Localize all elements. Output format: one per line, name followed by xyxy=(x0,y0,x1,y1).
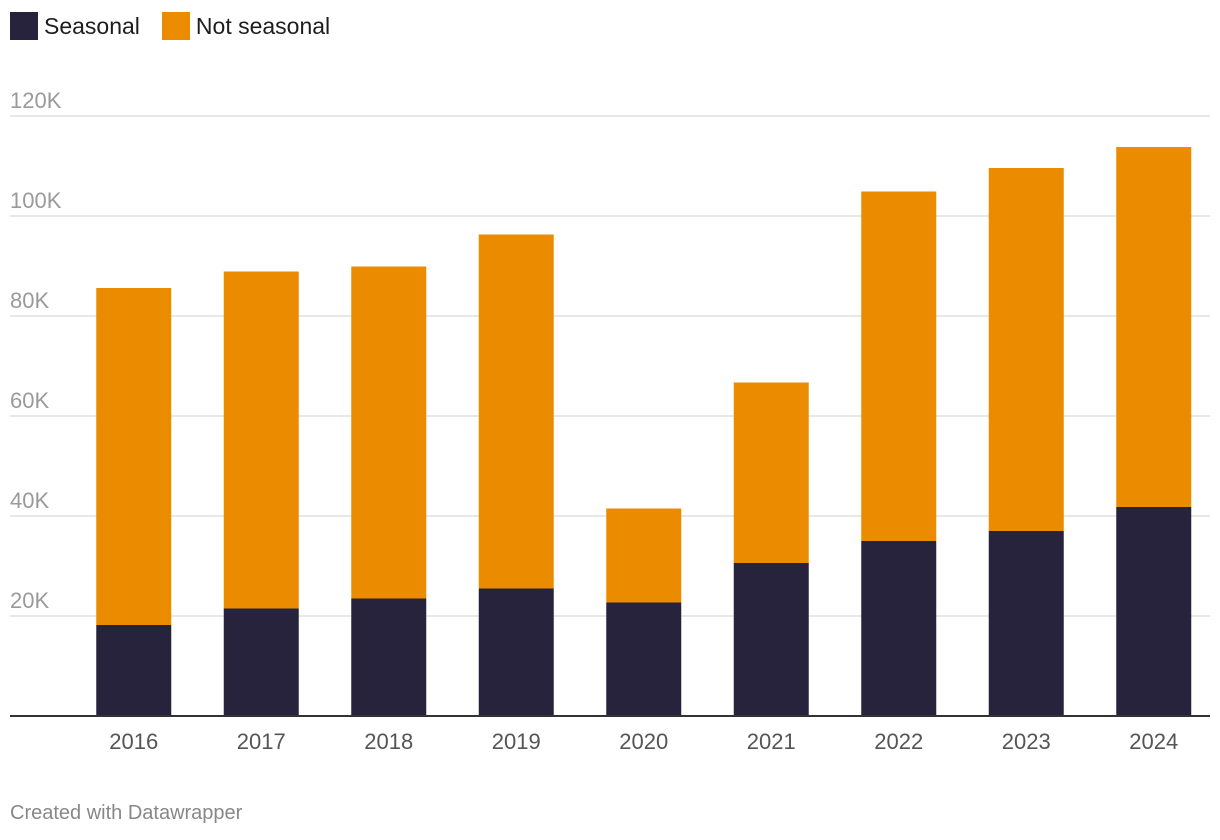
y-tick-label: 40K xyxy=(10,488,49,513)
bar-not-seasonal-2016 xyxy=(96,288,172,625)
bar-seasonal-2022 xyxy=(861,541,937,716)
x-tick-label: 2020 xyxy=(619,729,668,754)
footer-credit: Created with Datawrapper xyxy=(10,802,243,824)
x-tick-label: 2017 xyxy=(237,729,286,754)
bar-seasonal-2023 xyxy=(988,531,1064,716)
bar-not-seasonal-2021 xyxy=(733,382,809,563)
bar-seasonal-2021 xyxy=(733,563,809,716)
legend-item-seasonal: Seasonal xyxy=(10,12,140,40)
y-tick-label: 20K xyxy=(10,588,49,613)
bars xyxy=(96,147,1192,716)
x-tick-label: 2023 xyxy=(1002,729,1051,754)
x-tick-label: 2024 xyxy=(1129,729,1178,754)
bar-seasonal-2018 xyxy=(351,598,427,716)
y-tick-label: 100K xyxy=(10,188,62,213)
bar-seasonal-2016 xyxy=(96,625,172,716)
x-tick-label: 2021 xyxy=(747,729,796,754)
bar-not-seasonal-2020 xyxy=(606,508,682,603)
x-tick-label: 2019 xyxy=(492,729,541,754)
bar-not-seasonal-2023 xyxy=(988,168,1064,531)
bar-seasonal-2024 xyxy=(1116,507,1192,716)
x-tick-label: 2022 xyxy=(874,729,923,754)
legend-item-not-seasonal: Not seasonal xyxy=(161,12,331,40)
y-tick-label: 60K xyxy=(10,388,49,413)
y-tick-label: 120K xyxy=(10,88,62,113)
legend-swatch-not-seasonal xyxy=(161,12,190,40)
bar-not-seasonal-2024 xyxy=(1116,147,1192,507)
bar-not-seasonal-2022 xyxy=(861,191,937,541)
bar-not-seasonal-2018 xyxy=(351,266,427,599)
bar-seasonal-2020 xyxy=(606,602,682,716)
legend-swatch-seasonal xyxy=(10,12,38,40)
y-tick-labels: 20K 40K 60K 80K 100K 120K xyxy=(10,88,62,613)
bar-not-seasonal-2017 xyxy=(223,271,299,609)
y-tick-label: 80K xyxy=(10,288,49,313)
bar-seasonal-2019 xyxy=(478,588,554,716)
bar-not-seasonal-2019 xyxy=(478,234,554,589)
bar-seasonal-2017 xyxy=(223,608,299,716)
legend-label-seasonal: Seasonal xyxy=(44,12,140,39)
chart-legend: Seasonal Not seasonal xyxy=(10,12,330,40)
legend-label-not-seasonal: Not seasonal xyxy=(195,12,331,39)
x-tick-label: 2016 xyxy=(109,729,158,754)
x-tick-label: 2018 xyxy=(364,729,413,754)
stacked-bar-chart: 20K 40K 60K 80K 100K 120K 2016 2017 2018 2019 202… xyxy=(10,88,1210,754)
x-tick-labels: 2016 2017 2018 2019 2020 2021 2022 2023 2024 xyxy=(109,729,1178,754)
